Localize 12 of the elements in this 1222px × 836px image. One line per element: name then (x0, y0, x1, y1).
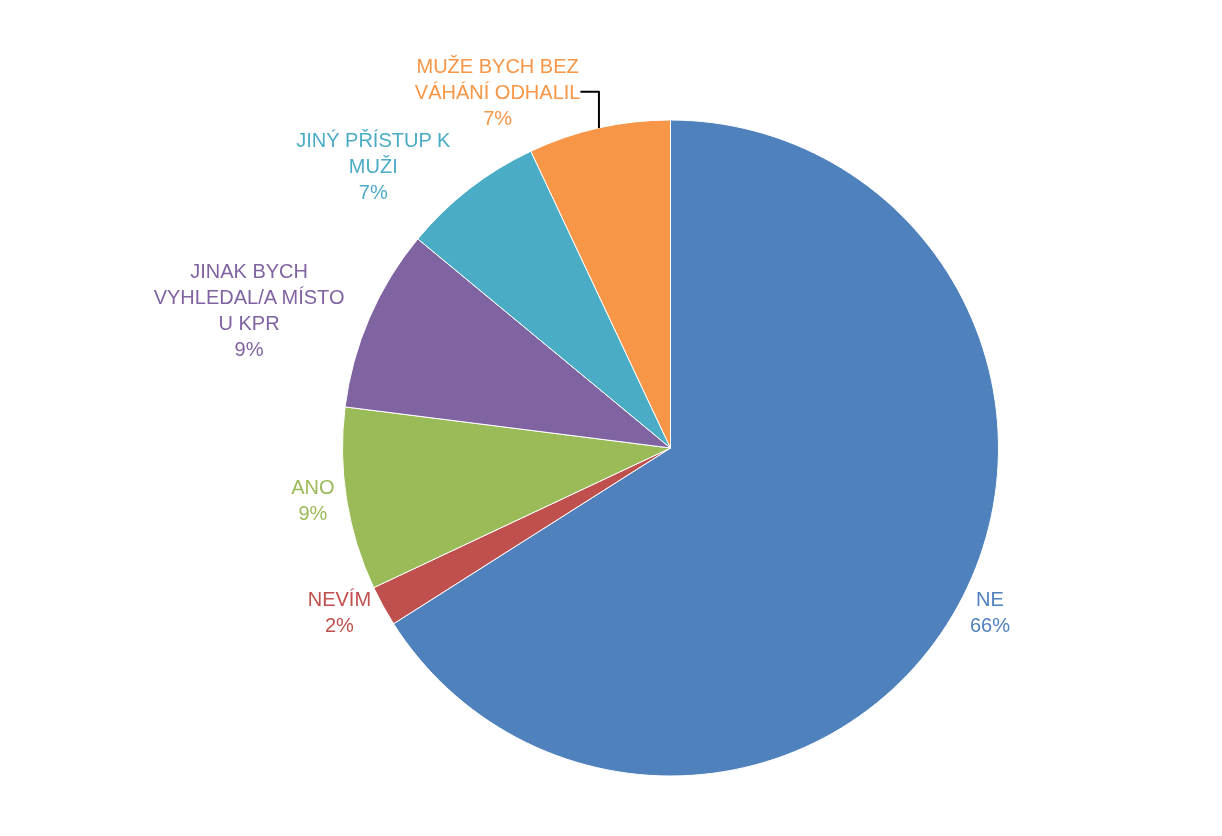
slice-label: ANO (291, 475, 335, 498)
data-label: 9% (298, 501, 328, 524)
slice-label: JINÝ PŘÍSTUP K MUŽI (296, 128, 451, 177)
slice-label: MUŽE BYCH BEZ VÁHÁNÍ ODHALIL (414, 54, 581, 103)
data-label: 9% (234, 337, 264, 360)
data-label: 66% (969, 613, 1011, 636)
slice-label: NEVÍM (307, 587, 372, 610)
slice-label: NE (976, 587, 1004, 610)
slice-label: JINAK BYCH VYHLEDAL/A MÍSTO U KPR (153, 259, 345, 334)
data-label: 7% (483, 106, 513, 129)
data-label: 7% (358, 180, 388, 203)
data-label: 2% (324, 613, 355, 636)
